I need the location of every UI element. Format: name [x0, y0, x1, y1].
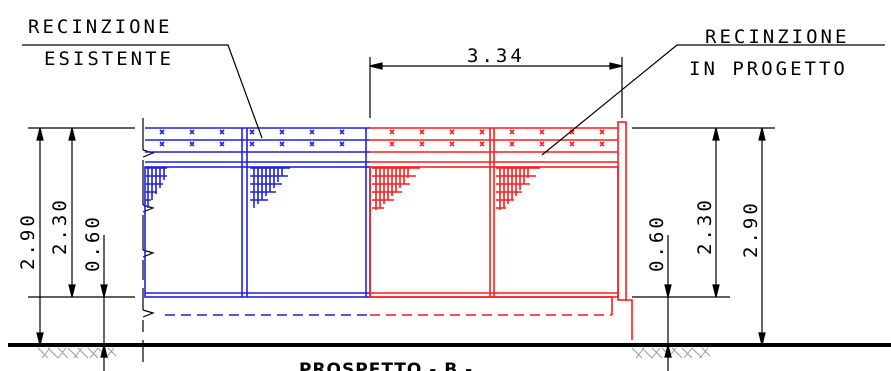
- label-project-line2: IN PROGETTO: [689, 58, 848, 80]
- dimension-width-label: 3.34: [467, 45, 525, 67]
- dimension-left-total-label: 2.90: [17, 212, 39, 270]
- dimension-left-fence-label: 2.30: [49, 197, 71, 255]
- ground-hatch-right: [631, 347, 711, 359]
- project-fence: [369, 121, 633, 340]
- existing-fence: [144, 127, 371, 316]
- label-existing-line2: ESISTENTE: [44, 48, 174, 70]
- width-dimension: [369, 57, 623, 118]
- dimension-right-fence-label: 2.30: [694, 197, 716, 255]
- existing-barbed-wire: [159, 129, 345, 147]
- view-title: PROSPETTO - B -: [299, 360, 473, 371]
- left-height-dimensions: [28, 127, 135, 371]
- leader-existing: [22, 44, 263, 139]
- ground-hatch-left: [37, 347, 117, 359]
- leader-project: [541, 44, 885, 156]
- break-line: [142, 118, 155, 362]
- dimension-left-base-label: 0.60: [82, 214, 104, 272]
- right-height-dimensions: [632, 127, 775, 371]
- dimension-right-total-label: 2.90: [740, 200, 762, 258]
- dimension-right-base-label: 0.60: [646, 214, 668, 272]
- label-existing-line1: RECINZIONE: [28, 16, 172, 38]
- label-project-line1: RECINZIONE: [705, 26, 849, 48]
